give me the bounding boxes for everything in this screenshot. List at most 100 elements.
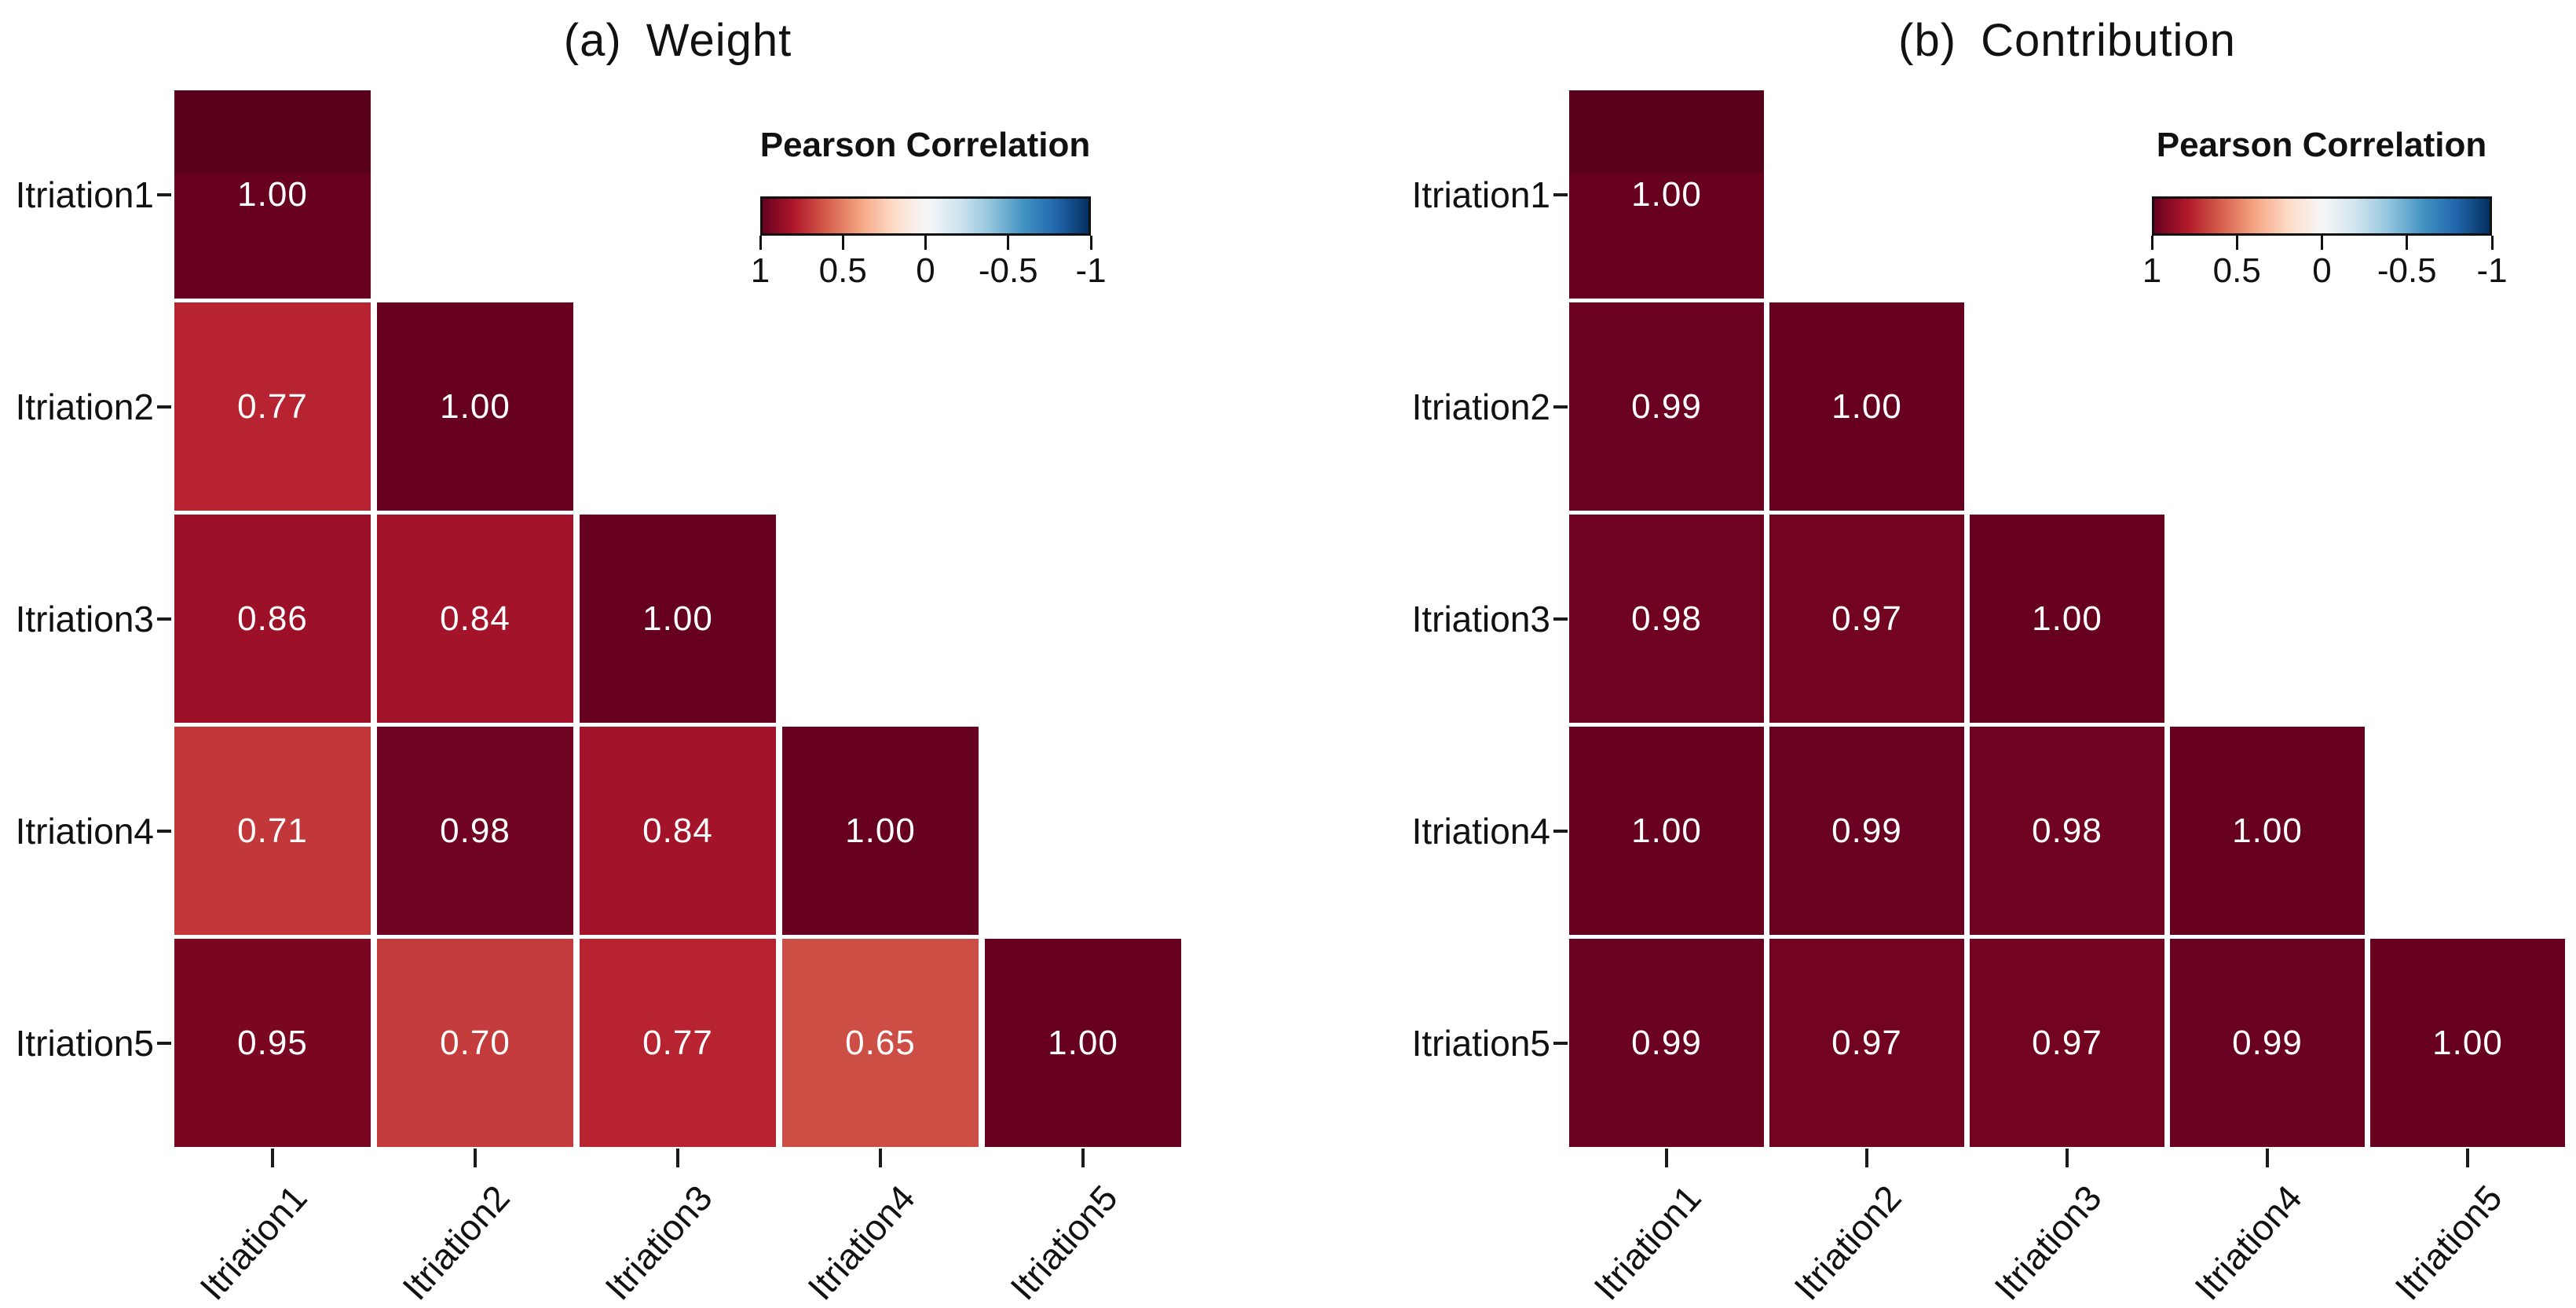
y-axis-tick <box>157 1041 171 1045</box>
colorbar-tick <box>2235 236 2238 250</box>
colorbar-tick-label: 0 <box>2312 251 2332 290</box>
cell-value: 1.00 <box>2232 811 2303 850</box>
heatmap-cell: 1.00 <box>1769 302 1964 511</box>
colorbar-tick-label: 1 <box>2142 251 2162 290</box>
heatmap-cell: 0.84 <box>377 515 573 723</box>
cell-value: 0.99 <box>1831 811 1902 850</box>
heatmap-cell: 0.97 <box>1769 515 1964 723</box>
x-axis-tick <box>879 1149 882 1167</box>
cell-value: 0.71 <box>237 811 308 850</box>
col-label: Itriation2 <box>1785 1177 1909 1308</box>
colorbar-tick-label: 0.5 <box>2212 251 2261 290</box>
panel-a-title: (a) Weight <box>563 15 792 66</box>
col-label: Itriation3 <box>1985 1177 2109 1308</box>
x-axis-tick <box>676 1149 679 1167</box>
colorbar-tick <box>2490 236 2494 250</box>
x-axis-tick <box>1865 1149 1868 1167</box>
colorbar-tick-label: -0.5 <box>2377 251 2437 290</box>
cell-value: 1.00 <box>845 811 916 850</box>
y-axis-tick <box>1553 617 1568 621</box>
y-axis-tick <box>1553 192 1568 196</box>
cell-value: 1.00 <box>440 387 510 426</box>
heatmap-cell: 1.00 <box>985 939 1181 1147</box>
cell-value: 0.86 <box>237 599 308 638</box>
heatmap-cell: 0.97 <box>1769 939 1964 1147</box>
cell-value: 0.99 <box>1631 1023 1702 1062</box>
cell-value: 1.00 <box>642 599 713 638</box>
colorbar-tick-label: 0 <box>916 251 935 290</box>
x-axis-tick <box>1665 1149 1668 1167</box>
heatmap-cell: 0.86 <box>174 515 371 723</box>
colorbar-tick-label: 0.5 <box>818 251 867 290</box>
heatmap-cell: 0.99 <box>1769 727 1964 935</box>
cell-value: 1.00 <box>2432 1023 2503 1062</box>
cell-value: 0.70 <box>440 1023 510 1062</box>
panel-a-colorbar-gradient <box>760 196 1091 236</box>
col-label: Itriation2 <box>393 1177 518 1308</box>
col-label: Itriation4 <box>799 1177 923 1308</box>
y-axis-tick <box>157 405 171 409</box>
colorbar-tick-label: -0.5 <box>978 251 1038 290</box>
row-label: Itriation5 <box>1411 1022 1550 1064</box>
cell-value: 1.00 <box>1631 174 1702 214</box>
row-label: Itriation4 <box>1411 810 1550 852</box>
row-label: Itriation2 <box>1411 386 1550 427</box>
y-axis-tick <box>157 192 171 196</box>
cell-value: 1.00 <box>2032 599 2102 638</box>
cell-value: 0.77 <box>237 387 308 426</box>
y-axis-tick <box>157 829 171 833</box>
panel-b-colorbar-gradient <box>2152 196 2492 236</box>
cell-value: 0.99 <box>2232 1023 2303 1062</box>
row-label: Itriation1 <box>15 174 154 215</box>
x-axis-tick <box>474 1149 477 1167</box>
x-axis-tick <box>2066 1149 2069 1167</box>
x-axis-tick <box>271 1149 274 1167</box>
y-axis-tick <box>1553 1041 1568 1045</box>
colorbar-tick <box>759 236 762 250</box>
col-label: Itriation1 <box>191 1177 315 1308</box>
colorbar-tick-label: 1 <box>750 251 770 290</box>
cell-value: 0.98 <box>440 811 510 850</box>
heatmap-cell: 0.95 <box>174 939 371 1147</box>
cell-value: 0.97 <box>2032 1023 2102 1062</box>
heatmap-cell: 1.00 <box>782 727 979 935</box>
cell-value: 0.97 <box>1831 1023 1902 1062</box>
cell-value: 0.84 <box>642 811 713 850</box>
col-label: Itriation1 <box>1585 1177 1709 1308</box>
cell-value: 0.95 <box>237 1023 308 1062</box>
heatmap-cell: 0.98 <box>1970 727 2164 935</box>
heatmap-cell: 0.99 <box>1569 939 1764 1147</box>
heatmap-cell: 0.84 <box>580 727 776 935</box>
cell-value: 0.65 <box>845 1023 916 1062</box>
heatmap-cell: 0.71 <box>174 727 371 935</box>
y-axis-tick <box>1553 829 1568 833</box>
heatmap-cell: 0.99 <box>1569 302 1764 511</box>
row-label: Itriation3 <box>1411 598 1550 639</box>
row-label: Itriation2 <box>15 386 154 427</box>
cell-value: 0.98 <box>1631 599 1702 638</box>
heatmap-cell: 1.00 <box>1970 515 2164 723</box>
heatmap-cell: 0.70 <box>377 939 573 1147</box>
cell-value: 1.00 <box>1631 811 1702 850</box>
colorbar-tick <box>2150 236 2153 250</box>
heatmap-cell: 1.00 <box>174 90 371 299</box>
row-label: Itriation3 <box>15 598 154 639</box>
heatmap-cell: 1.00 <box>377 302 573 511</box>
panel-a-colorbar-title: Pearson Correlation <box>759 126 1091 164</box>
heatmap-cell: 1.00 <box>1569 727 1764 935</box>
heatmap-cell: 0.77 <box>580 939 776 1147</box>
col-label: Itriation3 <box>596 1177 720 1308</box>
x-axis-tick <box>1081 1149 1085 1167</box>
cell-value: 1.00 <box>1048 1023 1118 1062</box>
row-label: Itriation4 <box>15 810 154 852</box>
heatmap-cell: 0.65 <box>782 939 979 1147</box>
cell-value: 0.84 <box>440 599 510 638</box>
heatmap-cell: 0.99 <box>2170 939 2365 1147</box>
heatmap-cell: 0.98 <box>377 727 573 935</box>
col-label: Itriation5 <box>1001 1177 1125 1308</box>
row1-darker-strip <box>1569 90 1764 174</box>
heatmap-cell: 1.00 <box>580 515 776 723</box>
colorbar-tick <box>924 236 927 250</box>
panel-b-title: (b) Contribution <box>1898 15 2236 66</box>
cell-value: 0.99 <box>1631 387 1702 426</box>
